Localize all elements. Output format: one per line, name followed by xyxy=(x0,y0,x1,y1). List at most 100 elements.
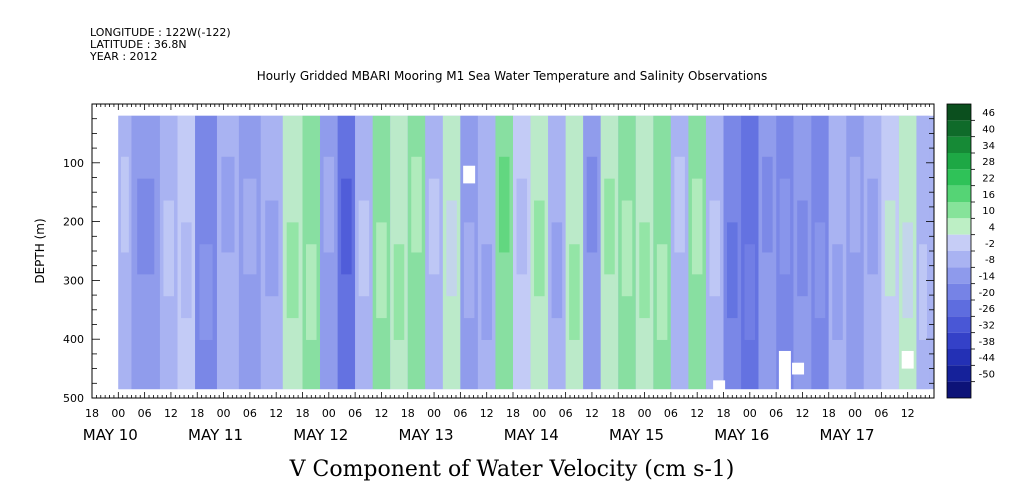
data-band-patch xyxy=(832,244,843,340)
x-tick-label: 00 xyxy=(427,407,441,420)
data-band-patch xyxy=(199,244,213,340)
y-tick-label: 200 xyxy=(63,216,84,229)
data-band-patch xyxy=(709,200,720,297)
colorbar-label: -2 xyxy=(985,239,995,250)
x-tick-label: 12 xyxy=(585,407,599,420)
data-band-patch xyxy=(341,178,352,275)
colorbar-label: -8 xyxy=(985,255,995,266)
colorbar-swatch xyxy=(947,153,971,170)
y-tick-label: 400 xyxy=(63,333,84,346)
data-band-patch xyxy=(137,178,155,275)
data-band-patch xyxy=(779,178,791,275)
x-tick-label: 12 xyxy=(480,407,494,420)
data-band-patch xyxy=(481,244,492,340)
colorbar-swatch xyxy=(947,136,971,153)
data-band-patch xyxy=(446,200,457,297)
missing-data-cell xyxy=(901,350,914,369)
data-band-patch xyxy=(867,178,878,275)
x-tick-label: 12 xyxy=(164,407,178,420)
data-band-patch xyxy=(691,178,703,275)
colorbar-swatch xyxy=(947,202,971,219)
colorbar-swatch xyxy=(947,169,971,186)
x-tick-label: 06 xyxy=(243,407,257,420)
data-band-patch xyxy=(163,200,175,297)
x-day-label: MAY 17 xyxy=(820,426,875,444)
missing-data-cell xyxy=(713,380,726,393)
y-axis: 100 200 300 400 500 xyxy=(63,118,934,405)
x-tick-label: 18 xyxy=(822,407,836,420)
data-band-patch xyxy=(265,200,279,297)
data-band-patch xyxy=(727,222,738,319)
colorbar-swatch xyxy=(947,234,971,251)
data-band-patch xyxy=(243,178,257,275)
x-tick-label: 00 xyxy=(743,407,757,420)
y-axis-label: DEPTH (m) xyxy=(33,218,47,283)
y-tick-label: 300 xyxy=(63,274,84,287)
x-tick-label: 18 xyxy=(190,407,204,420)
colorbar-swatch xyxy=(947,267,971,284)
x-day-label: MAY 11 xyxy=(188,426,243,444)
data-band-patch xyxy=(586,156,598,253)
x-day-label: MAY 12 xyxy=(293,426,348,444)
y-tick-label: 100 xyxy=(63,157,84,170)
x-tick-label: 00 xyxy=(217,407,231,420)
x-tick-label: 18 xyxy=(85,407,99,420)
x-tick-label: 00 xyxy=(111,407,125,420)
x-day-label: MAY 13 xyxy=(399,426,454,444)
colorbar-label: -20 xyxy=(979,288,995,299)
x-tick-label: 12 xyxy=(795,407,809,420)
x-tick-label: 06 xyxy=(138,407,152,420)
colorbar-swatch xyxy=(947,185,971,202)
colorbar-label: 46 xyxy=(982,108,995,119)
longitude-label: LONGITUDE : 122W(-122) xyxy=(90,26,231,39)
missing-data-cell xyxy=(778,350,791,393)
colorbar-label: -50 xyxy=(979,370,995,381)
colorbar-swatch xyxy=(947,316,971,333)
colorbar-swatch xyxy=(947,300,971,317)
latitude-label: LATITUDE : 36.8N xyxy=(90,38,187,51)
data-band-patch xyxy=(393,244,405,340)
data-band-patch xyxy=(884,200,896,297)
colorbar-label: 22 xyxy=(982,174,995,185)
data-band-patch xyxy=(919,244,927,340)
x-day-label: MAY 15 xyxy=(609,426,664,444)
colorbar-swatch xyxy=(947,365,971,382)
x-tick-label: 06 xyxy=(348,407,362,420)
x-tick-label: 12 xyxy=(269,407,283,420)
x-tick-label: 12 xyxy=(901,407,915,420)
colorbar-label: 28 xyxy=(982,157,995,168)
x-day-label: MAY 16 xyxy=(714,426,769,444)
colorbar-label: -44 xyxy=(979,353,995,364)
colorbar-swatch xyxy=(947,251,971,268)
x-tick-label: 00 xyxy=(532,407,546,420)
data-band-patch xyxy=(498,156,510,253)
year-label: YEAR : 2012 xyxy=(89,50,158,63)
data-band-patch xyxy=(463,222,475,319)
data-band-patch xyxy=(849,156,861,253)
colorbar-label: -26 xyxy=(979,304,995,315)
colorbar-label: -38 xyxy=(979,337,995,348)
colorbar-swatch xyxy=(947,283,971,300)
colorbar-swatch xyxy=(947,120,971,137)
colorbar-label: 40 xyxy=(982,125,995,136)
x-axis: 18 00 06 12 18 00 06 12 18 00 06 12 18 00 06 12 18 00 06 12… xyxy=(83,104,935,444)
x-tick-label: 06 xyxy=(453,407,467,420)
x-tick-label: 18 xyxy=(296,407,310,420)
data-band-patch xyxy=(181,222,192,319)
data-band-patch xyxy=(516,178,528,275)
x-tick-label: 06 xyxy=(559,407,573,420)
colorbar-label: -14 xyxy=(979,272,995,283)
x-tick-label: 00 xyxy=(638,407,652,420)
x-tick-label: 06 xyxy=(664,407,678,420)
data-band-patch xyxy=(656,244,668,340)
missing-data-cell xyxy=(463,165,476,184)
y-tick-label: 500 xyxy=(63,392,84,405)
x-tick-label: 18 xyxy=(611,407,625,420)
colorbar-label: -32 xyxy=(979,321,995,332)
missing-data-cell xyxy=(792,362,805,375)
data-band-patch xyxy=(376,222,387,319)
data-band-patch xyxy=(306,244,317,340)
data-band-patch xyxy=(814,222,826,319)
x-tick-label: 06 xyxy=(874,407,888,420)
colorbar-swatch xyxy=(947,104,971,121)
